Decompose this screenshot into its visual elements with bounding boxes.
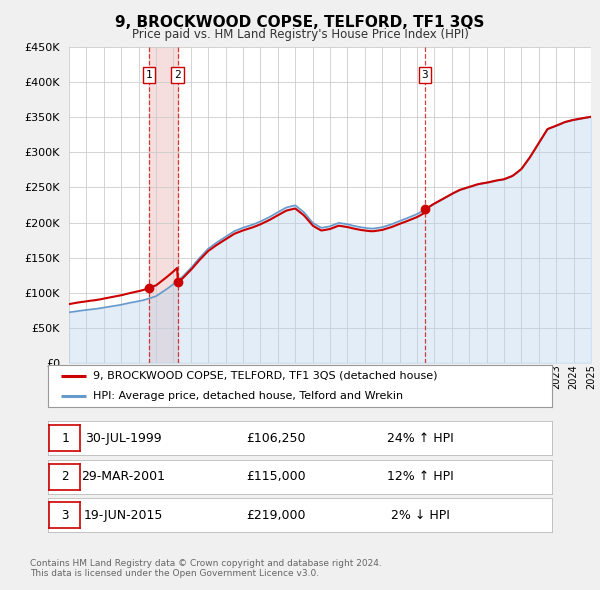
Text: £219,000: £219,000 [246,509,306,522]
Text: 30-JUL-1999: 30-JUL-1999 [85,432,161,445]
Text: 3: 3 [61,509,68,522]
Text: 3: 3 [422,70,428,80]
Text: 19-JUN-2015: 19-JUN-2015 [83,509,163,522]
Text: 2: 2 [174,70,181,80]
Text: £115,000: £115,000 [246,470,306,483]
Text: HPI: Average price, detached house, Telford and Wrekin: HPI: Average price, detached house, Telf… [94,391,403,401]
Text: 24% ↑ HPI: 24% ↑ HPI [386,432,454,445]
Text: 2: 2 [61,470,68,483]
Text: Price paid vs. HM Land Registry's House Price Index (HPI): Price paid vs. HM Land Registry's House … [131,28,469,41]
Text: 12% ↑ HPI: 12% ↑ HPI [386,470,454,483]
Text: 9, BROCKWOOD COPSE, TELFORD, TF1 3QS: 9, BROCKWOOD COPSE, TELFORD, TF1 3QS [115,15,485,30]
Text: £106,250: £106,250 [246,432,306,445]
Text: Contains HM Land Registry data © Crown copyright and database right 2024.
This d: Contains HM Land Registry data © Crown c… [30,559,382,578]
Bar [149,47,178,363]
Text: 29-MAR-2001: 29-MAR-2001 [81,470,165,483]
Text: 1: 1 [145,70,152,80]
Text: 9, BROCKWOOD COPSE, TELFORD, TF1 3QS (detached house): 9, BROCKWOOD COPSE, TELFORD, TF1 3QS (de… [94,371,438,381]
Text: 2% ↓ HPI: 2% ↓ HPI [391,509,449,522]
Text: 1: 1 [61,432,68,445]
